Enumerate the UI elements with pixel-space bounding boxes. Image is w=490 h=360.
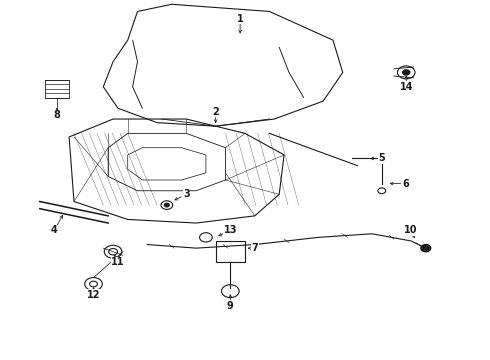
Circle shape xyxy=(165,203,169,207)
Text: 11: 11 xyxy=(111,257,125,267)
Text: 10: 10 xyxy=(404,225,418,235)
Circle shape xyxy=(421,244,431,252)
Text: 14: 14 xyxy=(399,82,413,92)
Text: 2: 2 xyxy=(212,107,219,117)
Text: 12: 12 xyxy=(87,290,100,300)
Text: 1: 1 xyxy=(237,14,244,24)
Text: 3: 3 xyxy=(183,189,190,199)
Text: 6: 6 xyxy=(403,179,410,189)
Text: 4: 4 xyxy=(51,225,58,235)
Circle shape xyxy=(403,70,410,75)
Text: 9: 9 xyxy=(227,301,234,311)
Text: 8: 8 xyxy=(53,111,60,121)
Text: 13: 13 xyxy=(223,225,237,235)
Text: 7: 7 xyxy=(251,243,258,253)
Text: 5: 5 xyxy=(378,153,385,163)
